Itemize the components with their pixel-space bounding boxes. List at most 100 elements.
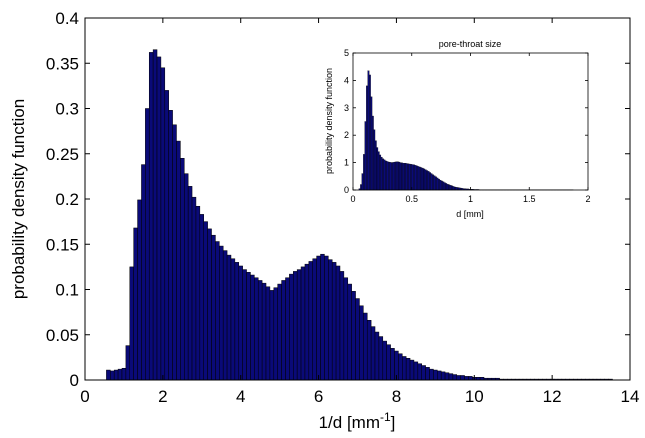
- histogram-bar: [411, 164, 414, 191]
- histogram-bar: [436, 177, 439, 191]
- histogram-bar: [413, 361, 419, 381]
- histogram-bar: [254, 277, 259, 381]
- histogram-bar: [391, 162, 393, 191]
- histogram-bar: [440, 371, 446, 381]
- x-tick-label: 12: [543, 387, 562, 406]
- histogram-bar: [148, 52, 154, 381]
- histogram-bar: [359, 305, 364, 381]
- histogram-bar: [424, 169, 427, 191]
- histogram-bar: [380, 156, 383, 191]
- histogram-bar: [364, 121, 367, 191]
- main-y-tick-labels: 0 0.05 0.1 0.15 0.2 0.25 0.3 0.35 0.4: [46, 9, 79, 390]
- histogram-bar: [429, 368, 434, 381]
- histogram-bar: [454, 186, 456, 191]
- histogram-bar: [398, 353, 403, 381]
- histogram-bar: [316, 255, 321, 381]
- histogram-bar: [324, 255, 329, 381]
- histogram-bar: [296, 269, 302, 381]
- histogram-bar: [281, 280, 286, 381]
- histogram-bar: [300, 266, 306, 381]
- histogram-bar: [285, 277, 290, 381]
- histogram-bar: [339, 271, 345, 381]
- histogram-bar: [464, 376, 469, 381]
- y-tick-label: 0: [344, 185, 349, 195]
- histogram-bar: [383, 159, 386, 191]
- histogram-bar: [363, 312, 368, 381]
- main-plot-frame: [84, 17, 631, 381]
- y-tick-label: 0.4: [55, 9, 79, 28]
- x-tick-label: 0.5: [405, 194, 418, 204]
- histogram-bar: [396, 161, 399, 191]
- histogram-bar: [343, 277, 349, 381]
- histogram-bar: [234, 262, 240, 381]
- histogram-bar: [452, 374, 458, 381]
- histogram-bar: [414, 165, 417, 191]
- main-x-tick-labels: 0 2 4 6 8 10 12 14: [80, 387, 639, 406]
- histogram-bar: [452, 186, 455, 191]
- histogram-bar: [386, 161, 389, 191]
- histogram-bar: [423, 168, 426, 191]
- histogram-bar: [421, 167, 424, 191]
- histogram-bar: [312, 258, 317, 381]
- histogram-bar: [152, 49, 158, 381]
- y-tick-label: 0.15: [46, 235, 79, 254]
- histogram-bar: [121, 367, 127, 381]
- histogram-bar: [184, 173, 189, 381]
- histogram-bar: [106, 369, 111, 381]
- y-tick-label: 0.35: [46, 54, 79, 73]
- histogram-bar: [371, 115, 374, 191]
- histogram-bar: [455, 187, 458, 191]
- y-tick-label: 3: [344, 103, 349, 113]
- histogram-bar: [117, 368, 123, 381]
- histogram-bar: [405, 163, 408, 191]
- histogram-bar: [413, 164, 415, 191]
- histogram-bar: [443, 182, 446, 191]
- y-tick-label: 0.05: [46, 326, 79, 345]
- histogram-bar: [442, 181, 445, 191]
- histogram-bar: [444, 372, 450, 381]
- histogram-bar: [203, 221, 208, 381]
- histogram-bar: [379, 154, 382, 191]
- y-tick-label: 2: [344, 130, 349, 140]
- histogram-bar: [420, 167, 423, 191]
- histogram-bar: [308, 261, 313, 381]
- histogram-bar: [404, 162, 407, 191]
- histogram-bar: [446, 184, 449, 191]
- histogram-bar: [360, 184, 362, 191]
- histogram-bar: [408, 163, 411, 191]
- histogram-bar: [430, 173, 433, 191]
- histogram-bar: [448, 373, 454, 381]
- histogram-bar: [265, 286, 271, 381]
- x-tick-label: 8: [392, 387, 401, 406]
- histogram-bar: [392, 162, 395, 191]
- histogram-bar: [222, 250, 228, 381]
- histogram-bar: [418, 166, 421, 191]
- histogram-bar: [293, 271, 298, 381]
- histogram-bar: [405, 358, 411, 381]
- inset-title: pore-throat size: [439, 39, 502, 49]
- x-tick-label: 1: [468, 194, 473, 204]
- histogram-bar: [207, 228, 212, 381]
- x-tick-label: 0: [80, 387, 89, 406]
- inset-y-axis-label: probability density function: [324, 68, 334, 174]
- main-x-axis-label: 1/d [mm-1]: [319, 410, 396, 432]
- histogram-bar: [261, 282, 267, 381]
- histogram-bar: [180, 158, 185, 381]
- histogram-bar: [399, 162, 402, 191]
- histogram-bar: [433, 175, 436, 191]
- histogram-bar: [407, 163, 409, 191]
- histogram-bar: [369, 74, 371, 191]
- histogram-bar: [448, 184, 451, 191]
- inset-x-tick-labels: 0 0.5 1 1.5 2: [350, 194, 590, 204]
- histogram-bar: [386, 344, 391, 381]
- histogram-bar: [429, 172, 431, 191]
- histogram-bar: [363, 154, 365, 191]
- histogram-bar: [432, 174, 434, 191]
- histogram-bar: [402, 162, 405, 191]
- y-tick-label: 5: [344, 48, 349, 58]
- histogram-bar: [137, 199, 142, 381]
- histogram-bar: [187, 186, 193, 381]
- histogram-bar: [402, 356, 407, 381]
- histogram-bar: [401, 162, 404, 191]
- histogram-bar: [439, 179, 442, 191]
